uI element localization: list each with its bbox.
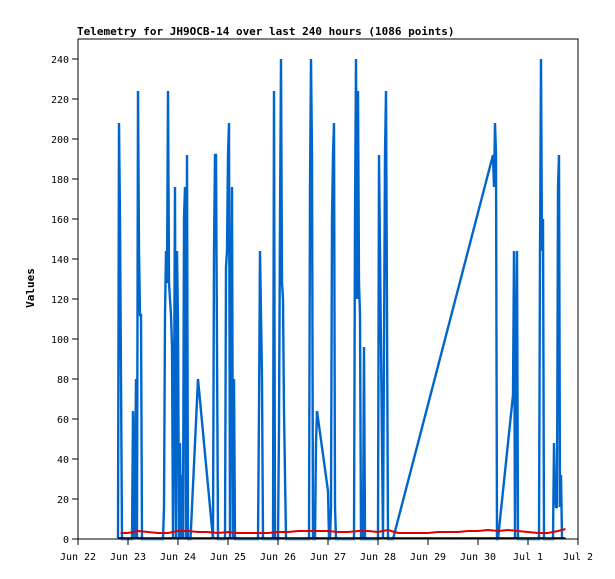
y-tick-label: 80: [57, 375, 69, 386]
y-tick-label: 100: [51, 335, 69, 346]
series-line-2: [120, 528, 566, 535]
x-tick-label: Jul 2: [563, 552, 593, 563]
y-tick-label: 220: [51, 95, 69, 106]
series-layer: [116, 58, 566, 541]
y-tick-label: 240: [51, 55, 69, 66]
y-tick-label: 0: [63, 535, 69, 546]
x-tick-label: Jun 25: [210, 552, 246, 563]
plot-frame: [77, 38, 579, 540]
y-axis-label: Values: [24, 268, 37, 308]
x-tick-label: Jun 30: [460, 552, 496, 563]
x-tick-label: Jul 1: [513, 552, 543, 563]
x-tick-label: Jun 28: [360, 552, 396, 563]
series-line-1: [116, 58, 564, 541]
y-tick-label: 20: [57, 495, 69, 506]
y-tick-label: 140: [51, 255, 69, 266]
y-tick-label: 200: [51, 135, 69, 146]
chart-title: Telemetry for JH9OCB-14 over last 240 ho…: [77, 25, 455, 38]
x-tick-label: Jun 27: [310, 552, 346, 563]
axis-layer: 0 20 40 60 80 100 120 140 160 180 200 220 240 Jun 22 J…: [51, 55, 593, 563]
x-tick-label: Jun 22: [60, 552, 96, 563]
x-tick-label: Jun 29: [410, 552, 446, 563]
x-tick-label: Jun 26: [260, 552, 296, 563]
y-tick-label: 60: [57, 415, 69, 426]
x-tick-label: Jun 24: [160, 552, 196, 563]
y-tick-label: 180: [51, 175, 69, 186]
y-tick-label: 120: [51, 295, 69, 306]
x-tick-label: Jun 23: [110, 552, 146, 563]
y-tick-label: 160: [51, 215, 69, 226]
y-tick-label: 40: [57, 455, 69, 466]
